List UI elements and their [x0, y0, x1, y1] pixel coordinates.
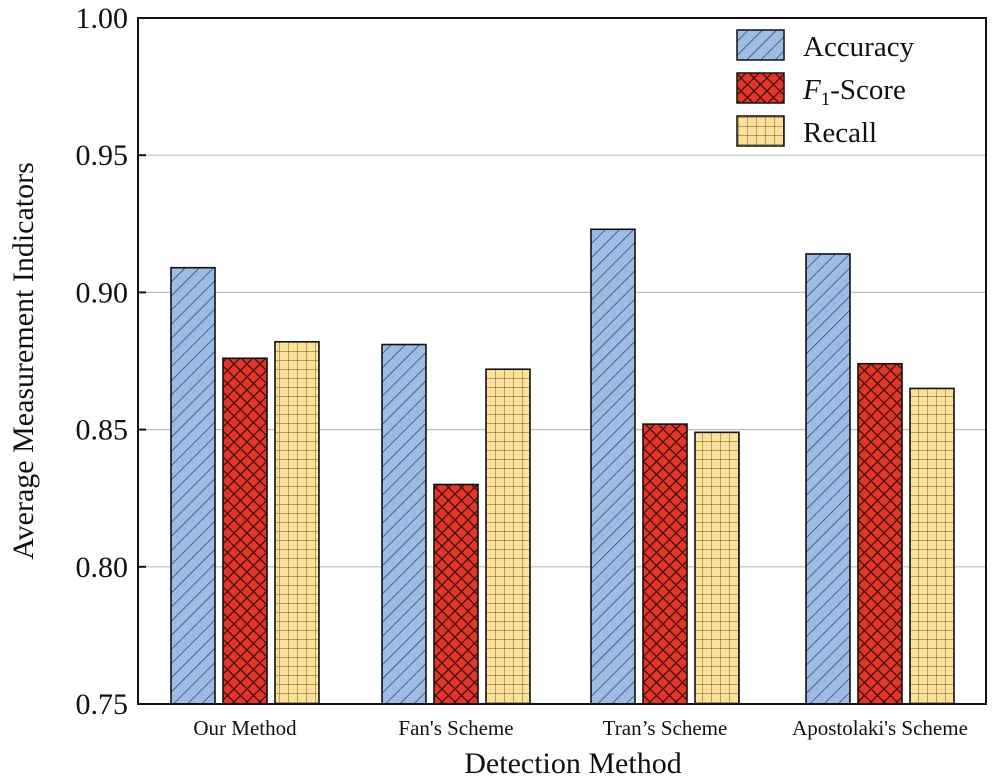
- bar-recall: [274, 340, 320, 705]
- legend-f1-subscript: 1: [821, 89, 831, 110]
- y-tick-label: 1.00: [76, 2, 129, 35]
- y-tick-label: 0.95: [76, 139, 129, 172]
- bar-recall: [909, 387, 955, 705]
- bar-accuracy: [170, 266, 216, 705]
- legend-swatch-f1-score: [736, 72, 785, 104]
- bar-f1-score: [857, 362, 903, 705]
- legend-label-recall: Recall: [803, 117, 877, 149]
- bar-f1-score: [222, 357, 268, 705]
- bars: [170, 228, 955, 705]
- bar-recall: [694, 431, 740, 705]
- x-axis-title: Detection Method: [464, 747, 681, 780]
- legend-f1-letter: F: [802, 74, 821, 106]
- x-tick-label: Our Method: [193, 716, 297, 740]
- x-tick-label: Tran’s Scheme: [603, 716, 728, 740]
- y-axis-title: Average Measurement Indicators: [7, 162, 40, 560]
- y-tick-label: 0.90: [76, 276, 129, 309]
- bar-accuracy: [805, 253, 851, 705]
- legend-f1-rest: -Score: [830, 74, 906, 106]
- bar-recall: [485, 368, 531, 705]
- y-axis-ticks: 0.75 0.80 0.85 0.90 0.95 1.00: [76, 2, 146, 721]
- x-tick-label: Apostolaki's Scheme: [792, 716, 968, 740]
- legend-label-f1-score: F1-Score: [802, 74, 906, 110]
- bar-f1-score: [433, 483, 479, 705]
- y-tick-label: 0.85: [76, 414, 129, 447]
- legend-swatch-accuracy: [736, 29, 785, 61]
- y-tick-label: 0.80: [76, 551, 129, 584]
- bar-accuracy: [381, 343, 427, 705]
- x-tick-label: Fan's Scheme: [398, 716, 513, 740]
- x-axis-labels: Our Method Fan's Scheme Tran’s Scheme Ap…: [193, 716, 968, 740]
- legend-label-accuracy: Accuracy: [803, 31, 915, 63]
- plot-frame: [137, 17, 987, 705]
- bar-f1-score: [642, 423, 688, 705]
- legend: Accuracy F1-Score Recall: [736, 29, 915, 149]
- y-tick-label: 0.75: [76, 688, 129, 721]
- legend-swatch-recall: [736, 115, 785, 147]
- bar-accuracy: [590, 228, 636, 705]
